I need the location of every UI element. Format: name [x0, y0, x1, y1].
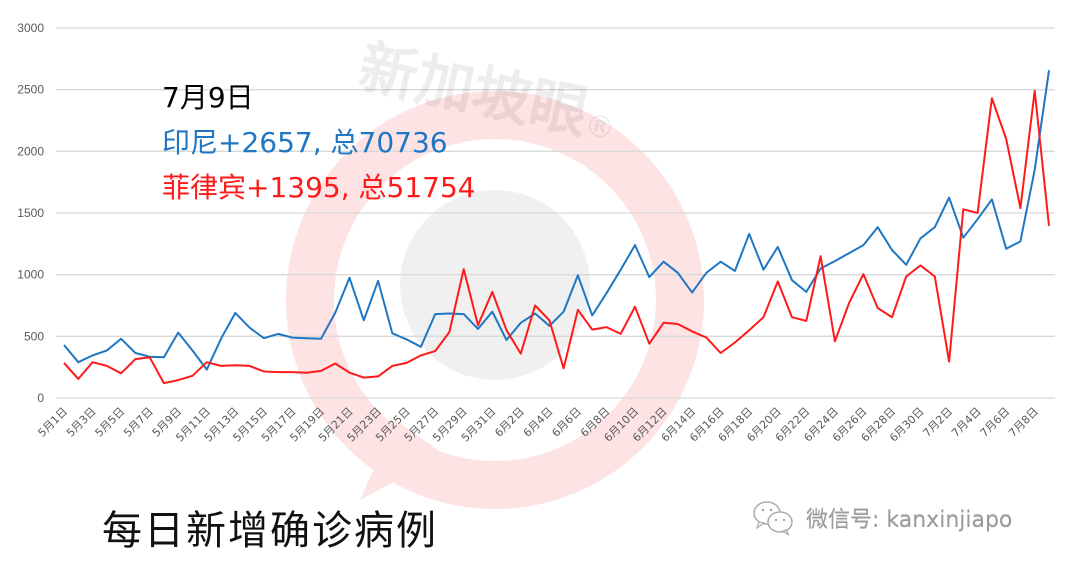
y-tick-label: 500 — [24, 329, 44, 343]
wechat-id: 微信号: kanxinjiapo — [806, 508, 1013, 533]
x-tick-label: 5月5日 — [93, 405, 128, 440]
x-tick-label: 7月8日 — [1006, 405, 1041, 440]
chart-title: 每日新增确诊病例 — [102, 508, 438, 554]
x-axis: 5月1日5月3日5月5日5月7日5月9日5月11日5月13日5月15日5月17日… — [35, 405, 1040, 445]
y-tick-label: 1000 — [17, 268, 44, 282]
x-tick-label: 5月1日 — [35, 405, 70, 440]
x-tick-label: 7月6日 — [978, 405, 1013, 440]
gridlines — [56, 27, 1055, 399]
x-tick-label: 6月4日 — [521, 405, 556, 440]
x-tick-label: 5月3日 — [64, 405, 99, 440]
y-tick-label: 3000 — [17, 21, 44, 35]
wechat-icon — [753, 501, 793, 536]
series-lines — [63, 70, 1050, 385]
watermark-logo — [286, 91, 704, 509]
annotation-date: 7月9日 — [162, 81, 254, 114]
y-tick-label: 1500 — [17, 206, 44, 220]
x-tick-label: 6月2日 — [492, 405, 527, 440]
series-line-indonesia — [63, 70, 1050, 371]
annotation-indonesia: 印尼+2657, 总70736 — [162, 126, 448, 159]
y-tick-label: 0 — [37, 391, 44, 405]
wechat-footer: 微信号: kanxinjiapo — [752, 499, 1012, 537]
x-tick-label: 7月2日 — [921, 405, 956, 440]
x-tick-label: 7月4日 — [949, 405, 984, 440]
annotation-philippines: 菲律宾+1395, 总51754 — [162, 171, 476, 204]
x-tick-label: 5月7日 — [121, 405, 156, 440]
x-tick-label: 6月6日 — [549, 405, 584, 440]
series-line-philippines — [63, 89, 1050, 385]
y-axis: 0 500 1000 1500 2000 2500 3000 — [17, 21, 44, 405]
y-tick-label: 2500 — [17, 83, 44, 97]
y-tick-label: 2000 — [17, 144, 44, 158]
